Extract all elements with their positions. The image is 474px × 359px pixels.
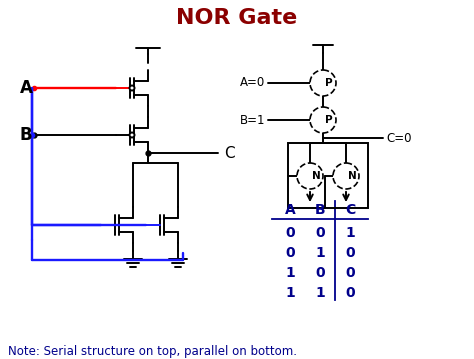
Text: Note: Serial structure on top, parallel on bottom.: Note: Serial structure on top, parallel …: [8, 345, 297, 358]
Text: A: A: [284, 203, 295, 217]
Circle shape: [310, 70, 336, 96]
Text: C: C: [345, 203, 355, 217]
Circle shape: [129, 85, 135, 90]
Text: 0: 0: [315, 226, 325, 240]
Text: 0: 0: [315, 266, 325, 280]
Text: 1: 1: [345, 226, 355, 240]
Text: B: B: [20, 126, 33, 144]
Text: 0: 0: [345, 266, 355, 280]
Text: 1: 1: [285, 266, 295, 280]
Text: A=0: A=0: [240, 76, 265, 89]
Text: C: C: [224, 146, 235, 162]
Circle shape: [129, 132, 135, 137]
Text: P: P: [325, 115, 333, 125]
Circle shape: [297, 163, 323, 189]
Text: NOR Gate: NOR Gate: [176, 8, 298, 28]
Text: 0: 0: [285, 226, 295, 240]
Text: 1: 1: [315, 246, 325, 260]
Circle shape: [310, 107, 336, 133]
Text: B=1: B=1: [239, 113, 265, 126]
Text: 0: 0: [345, 246, 355, 260]
Circle shape: [333, 163, 359, 189]
Text: 1: 1: [285, 286, 295, 300]
Text: N: N: [348, 171, 357, 181]
Bar: [288, 143, 368, 208]
Text: N: N: [312, 171, 321, 181]
Text: 0: 0: [285, 246, 295, 260]
Text: B: B: [315, 203, 325, 217]
Text: C=0: C=0: [386, 131, 411, 145]
Text: 1: 1: [315, 286, 325, 300]
Text: A: A: [20, 79, 33, 97]
Text: P: P: [325, 78, 333, 88]
Text: 0: 0: [345, 286, 355, 300]
